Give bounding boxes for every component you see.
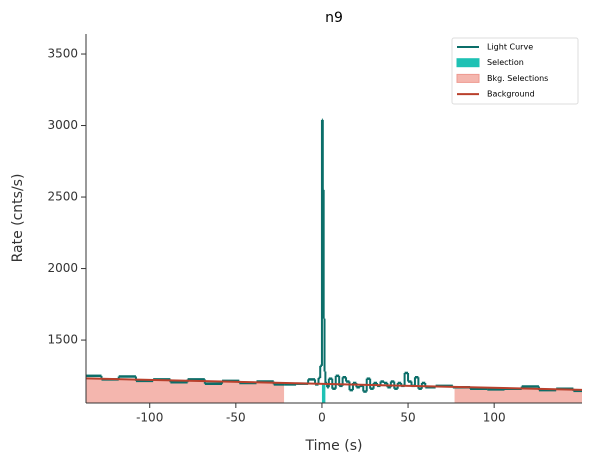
x-axis-label: Time (s) xyxy=(305,438,363,454)
legend xyxy=(451,37,579,105)
y-tick-label: 2500 xyxy=(47,190,78,204)
x-tick-label: 100 xyxy=(483,411,506,425)
x-tick-label: 50 xyxy=(400,411,415,425)
x-tick-label: -100 xyxy=(136,411,163,425)
legend-label: Background xyxy=(487,90,535,99)
background-line xyxy=(85,377,583,391)
legend-swatch xyxy=(456,73,480,83)
y-tick-label: 3500 xyxy=(47,47,78,61)
legend-label: Light Curve xyxy=(487,43,533,52)
span xyxy=(86,378,285,403)
y-tick-label: 3000 xyxy=(47,118,78,132)
x-tick-label: 0 xyxy=(318,411,326,425)
chart-title: n9 xyxy=(325,10,343,26)
legend-label: Selection xyxy=(487,58,524,67)
y-tick-label: 2000 xyxy=(47,261,78,275)
span xyxy=(321,383,326,403)
legend-label: Bkg. Selections xyxy=(487,74,548,83)
y-axis-label: Rate (cnts/s) xyxy=(10,174,26,263)
legend-swatch xyxy=(456,58,480,68)
plot-area xyxy=(85,118,583,403)
x-tick-label: -50 xyxy=(226,411,246,425)
step-risers xyxy=(100,119,575,392)
y-tick-label: 1500 xyxy=(47,333,78,347)
